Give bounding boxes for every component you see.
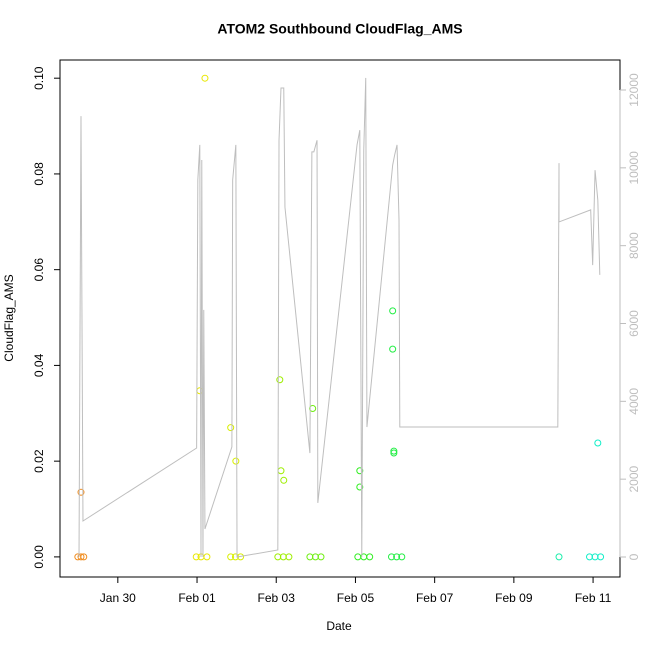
point <box>366 553 374 561</box>
point <box>203 553 211 561</box>
y-tick-label: 0.06 <box>32 258 46 282</box>
point <box>390 449 398 457</box>
y-tick-label: 0.02 <box>32 449 46 473</box>
point <box>80 553 88 561</box>
point <box>393 553 401 561</box>
point <box>594 439 602 447</box>
point <box>196 387 204 395</box>
y2-tick-label: 4000 <box>627 388 641 415</box>
point <box>227 553 235 561</box>
x-tick-label: Feb 03 <box>258 591 296 605</box>
x-tick-label: Feb 01 <box>178 591 216 605</box>
y-axis-label: CloudFlag_AMS <box>2 274 16 361</box>
point <box>232 457 240 465</box>
point <box>398 553 406 561</box>
point <box>387 553 395 561</box>
point <box>309 404 317 412</box>
y2-tick-label: 10000 <box>627 151 641 185</box>
point <box>285 553 293 561</box>
point <box>201 74 209 82</box>
point <box>280 476 288 484</box>
point <box>192 553 200 561</box>
y2-tick-label: 2000 <box>627 465 641 492</box>
point <box>356 483 364 491</box>
x-tick-label: Feb 11 <box>575 591 612 605</box>
point <box>390 447 398 455</box>
y-tick-label: 0.10 <box>32 66 46 90</box>
y2-tick-label: 12000 <box>627 73 641 107</box>
y-tick-label: 0.04 <box>32 353 46 377</box>
point <box>356 467 364 475</box>
x-tick-label: Feb 09 <box>495 591 533 605</box>
point <box>389 307 397 315</box>
y-tick-label: 0.00 <box>32 545 46 569</box>
y-tick-label: 0.08 <box>32 162 46 186</box>
x-axis-label: Date <box>326 619 352 633</box>
point <box>317 553 325 561</box>
chart-title: ATOM2 Southbound CloudFlag_AMS <box>217 21 462 37</box>
point <box>597 553 605 561</box>
point <box>77 553 85 561</box>
y2-tick-label: 6000 <box>627 310 641 337</box>
line <box>78 77 601 558</box>
y2-tick-label: 8000 <box>627 232 641 259</box>
point <box>354 553 362 561</box>
point <box>276 376 284 384</box>
y2-tick-label: 0 <box>627 553 641 560</box>
x-tick-label: Feb 05 <box>337 591 375 605</box>
point <box>227 424 235 432</box>
x-tick-label: Jan 30 <box>100 591 136 605</box>
point <box>277 467 285 475</box>
plot-box <box>59 59 621 578</box>
point <box>77 488 85 496</box>
point <box>555 553 563 561</box>
point <box>389 345 397 353</box>
x-tick-label: Feb 07 <box>416 591 454 605</box>
